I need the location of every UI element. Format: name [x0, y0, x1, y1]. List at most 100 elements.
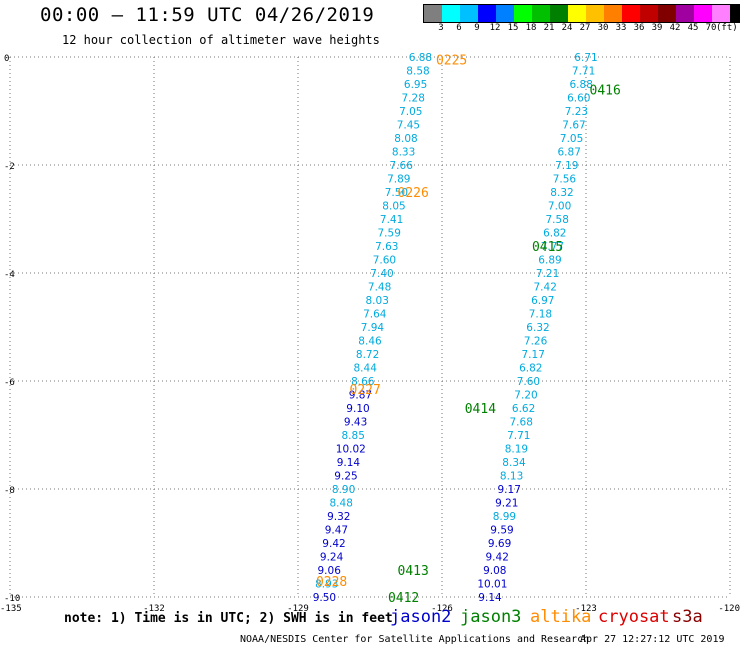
data-point-label: 7.71 [572, 66, 595, 78]
legend-swatch [730, 5, 740, 22]
data-point-label: 9.59 [490, 525, 513, 537]
data-point-label: 9.14 [478, 592, 502, 604]
data-point-label: 8.46 [358, 336, 382, 348]
data-point-label: 8.72 [356, 349, 379, 361]
note-text: note: 1) Time is in UTC; 2) SWH is in fe… [64, 611, 393, 626]
data-point-label: 7.58 [546, 214, 569, 226]
data-point-label: 9.50 [313, 592, 336, 604]
track-label: 0415 [532, 240, 563, 255]
data-point-label: 7.48 [368, 282, 391, 294]
legend-label: 33 [615, 23, 627, 33]
data-point-label: 6.88 [409, 52, 432, 64]
data-point-label: 7.66 [390, 160, 414, 172]
x-tick-label: -123 [575, 604, 597, 614]
data-point-label: 9.69 [488, 538, 511, 550]
track-label: 0228 [316, 575, 347, 590]
data-point-label: 8.03 [366, 295, 389, 307]
footer-credit: NOAA/NESDIS Center for Satellite Applica… [240, 634, 590, 645]
track-label: 0227 [350, 383, 381, 398]
data-point-label: 8.99 [493, 511, 516, 523]
legend-swatch [640, 5, 658, 22]
x-tick-label: -132 [143, 604, 165, 614]
legend-swatch [658, 5, 676, 22]
legend-label: 12 [489, 23, 501, 33]
data-point-label: 6.87 [558, 147, 581, 159]
data-point-label: 9.06 [318, 565, 342, 577]
data-point-label: 6.60 [567, 93, 590, 105]
legend-swatch [550, 5, 568, 22]
legend-label: 9 [474, 23, 480, 33]
data-point-label: 8.33 [392, 147, 415, 159]
data-point-label: 9.87 [349, 390, 372, 402]
track-label: 0225 [436, 54, 467, 69]
legend-label: 30 [597, 23, 609, 33]
data-point-label: 7.67 [562, 120, 585, 132]
data-point-label: 10.01 [477, 579, 507, 591]
data-point-label: 7.77 [541, 241, 564, 253]
data-point-label: 9.17 [498, 484, 521, 496]
data-point-label: 8.44 [354, 363, 378, 375]
data-point-label: 9.24 [320, 552, 344, 564]
data-point-label: 7.28 [402, 93, 425, 105]
data-point-label: 7.41 [380, 214, 403, 226]
x-tick-label: -120 [718, 604, 740, 614]
legend-swatch [568, 5, 586, 22]
satellite-legend-s3a: s3a [672, 607, 703, 627]
data-point-label: 7.21 [536, 268, 559, 280]
data-point-label: 7.20 [514, 390, 537, 402]
data-point-label: 7.60 [517, 376, 540, 388]
data-point-label: 7.05 [560, 133, 583, 145]
data-point-label: 6.89 [538, 255, 561, 267]
data-point-label: 7.18 [529, 309, 552, 321]
data-point-label: 6.82 [519, 363, 542, 375]
data-point-label: 9.10 [346, 403, 369, 415]
satellite-legend-jason2: jason2 [390, 607, 452, 627]
data-point-label: 7.50 [385, 187, 408, 199]
data-point-label: 8.13 [500, 471, 523, 483]
chart-title: 00:00 – 11:59 UTC 04/26/2019 [40, 4, 375, 26]
y-tick-label: -4 [4, 270, 15, 280]
footer-timestamp: Apr 27 12:27:12 UTC 2019 [580, 634, 725, 645]
track-label: 0414 [465, 402, 496, 417]
data-point-label: 6.95 [404, 79, 427, 91]
data-point-label: 9.43 [344, 417, 367, 429]
data-point-label: 7.05 [399, 106, 422, 118]
legend-label: 70 [705, 23, 717, 33]
legend-label: 42 [669, 23, 681, 33]
chart-subtitle: 12 hour collection of altimeter wave hei… [62, 33, 380, 47]
satellite-legend-altika: altika [530, 607, 592, 627]
y-tick-label: -8 [4, 486, 15, 496]
data-point-label: 6.62 [512, 403, 535, 415]
legend-swatch [694, 5, 712, 22]
legend-swatch [712, 5, 730, 22]
legend-label: 39 [651, 23, 663, 33]
data-point-label: 6.32 [526, 322, 549, 334]
data-point-label: 7.94 [361, 322, 385, 334]
data-point-label: 7.64 [363, 309, 387, 321]
legend-swatch [442, 5, 460, 22]
y-tick-label: 0 [4, 54, 9, 64]
data-point-label: 7.56 [553, 174, 577, 186]
legend-label: 36 [633, 23, 645, 33]
x-tick-label: -135 [0, 604, 22, 614]
track-label: 0412 [388, 591, 419, 606]
legend-swatch [622, 5, 640, 22]
data-point-label: 9.21 [495, 498, 518, 510]
data-point-label: 7.59 [378, 228, 401, 240]
data-point-label: 8.34 [502, 457, 526, 469]
data-point-label: 9.14 [337, 457, 361, 469]
legend-label: 15 [507, 23, 519, 33]
legend-label: 45 [687, 23, 699, 33]
data-point-label: 8.19 [505, 444, 528, 456]
data-point-label: 7.00 [548, 201, 571, 213]
data-point-label: 9.42 [486, 552, 509, 564]
legend-swatch [532, 5, 550, 22]
y-tick-label: -2 [4, 162, 15, 172]
data-point-label: 7.68 [510, 417, 533, 429]
data-point-label: 7.89 [387, 174, 410, 186]
data-point-label: 7.40 [370, 268, 393, 280]
data-point-label: 8.90 [332, 484, 355, 496]
data-point-label: 7.17 [522, 349, 545, 361]
data-point-label: 10.02 [336, 444, 366, 456]
